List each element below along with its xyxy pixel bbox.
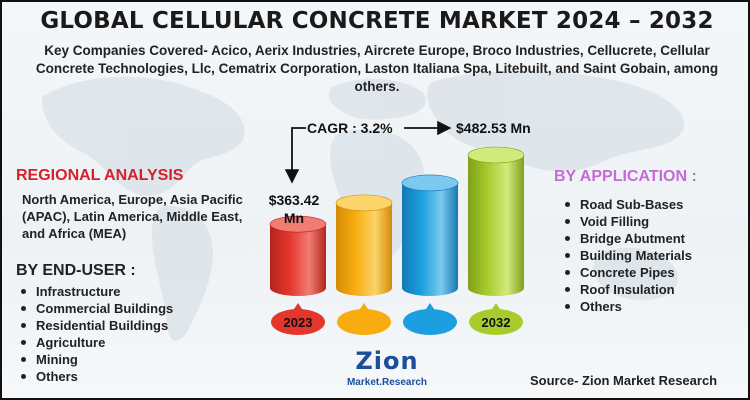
application-item: Building Materials [562,247,692,264]
end-user-list: Infrastructure Commercial Buildings Resi… [18,283,173,385]
bar-2032 [468,155,524,296]
regional-analysis-heading: REGIONAL ANALYSIS [16,167,184,184]
x-tick-label: 2032 [482,315,511,330]
bar-year-3 [402,182,458,296]
end-value-label: $482.53 Mn [456,120,531,136]
year-badge [337,309,391,335]
application-list: Road Sub-Bases Void Filling Bridge Abutm… [562,196,692,315]
bar-year-2 [336,202,392,296]
bar-top-cap [269,215,327,233]
year-badge [469,309,523,335]
zion-logo: Zion Market.Research [332,347,442,398]
application-item: Void Filling [562,213,692,230]
start-value-label: $363.42 [269,192,320,208]
cagr-label: CAGR : 3.2% [307,120,393,136]
end-user-item: Others [18,368,173,385]
logo-subtext: Market.Research [346,377,428,388]
bar-top-cap [401,174,459,192]
end-user-item: Residential Buildings [18,317,173,334]
regional-analysis-text: North America, Europe, Asia Pacific (APA… [22,192,243,241]
application-item: Others [562,298,692,315]
end-user-item: Mining [18,351,173,368]
end-user-item: Commercial Buildings [18,300,173,317]
bar-top-cap [467,146,525,164]
cagr-arrow-down [284,127,306,184]
chart-title: GLOBAL CELLULAR CONCRETE MARKET 2024 – 2… [40,8,714,34]
application-item: Roof Insulation [562,281,692,298]
application-item: Bridge Abutment [562,230,692,247]
key-companies-text: Key Companies Covered- Acico, Aerix Indu… [35,43,719,94]
year-badge [403,309,457,335]
start-value-unit-label: Mn [284,210,304,226]
application-heading: BY APPLICATION : [554,168,697,185]
application-item: Concrete Pipes [562,264,692,281]
application-item: Road Sub-Bases [562,196,692,213]
logo-wordmark: Zion [355,347,419,375]
year-badge [271,309,325,335]
bar-2023 [270,224,326,296]
x-tick-label: 2023 [284,315,313,330]
end-user-item: Infrastructure [18,283,173,300]
end-user-item: Agriculture [18,334,173,351]
source-text: Source- Zion Market Research [530,373,718,388]
end-user-heading: BY END-USER : [16,262,136,279]
bar-top-cap [335,194,393,212]
